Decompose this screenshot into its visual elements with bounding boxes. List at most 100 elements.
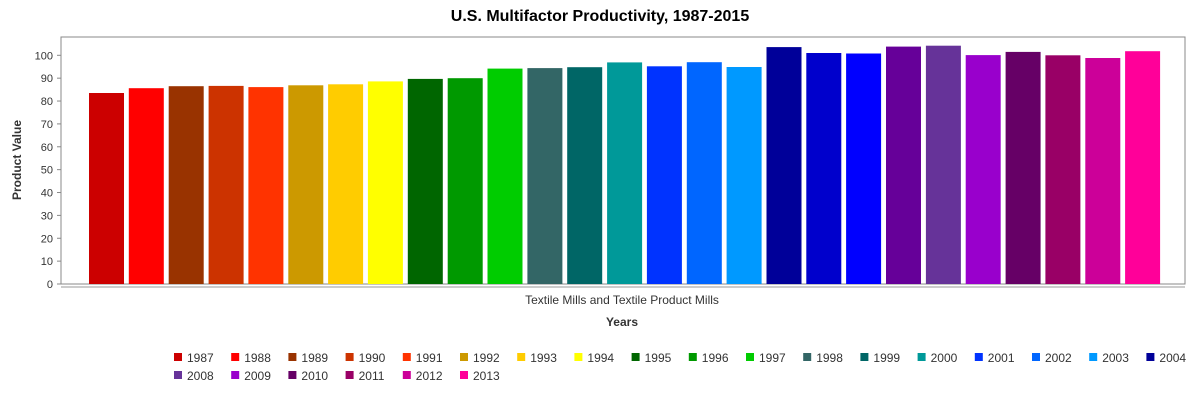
y-tick-label: 70 (41, 119, 53, 131)
legend-label: 2013 (473, 369, 500, 383)
bar-2004 (766, 47, 802, 284)
legend-label: 1996 (702, 351, 729, 365)
bar-2000 (607, 62, 643, 285)
y-tick-label: 30 (41, 210, 53, 222)
bar-2011 (1045, 55, 1081, 284)
legend-item-2003: 2003 (1089, 351, 1129, 365)
legend-swatch (1089, 353, 1098, 361)
legend-label: 1987 (187, 351, 214, 365)
legend-swatch (231, 371, 240, 379)
legend-swatch (974, 353, 983, 361)
legend-swatch (1146, 353, 1155, 361)
legend-swatch (288, 353, 297, 361)
legend-item-1994: 1994 (574, 351, 614, 365)
y-tick-label: 90 (41, 73, 53, 85)
legend-item-2004: 2004 (1146, 351, 1186, 365)
category-label: Textile Mills and Textile Product Mills (525, 293, 719, 307)
legend-swatch (402, 371, 411, 379)
y-axis-title: Product Value (10, 120, 24, 200)
legend-swatch (860, 353, 869, 361)
bar-2006 (846, 53, 882, 284)
legend-item-1987: 1987 (174, 351, 214, 365)
y-tick-label: 60 (41, 142, 53, 154)
legend-item-1998: 1998 (803, 351, 843, 365)
legend-label: 2001 (988, 351, 1015, 365)
legend-item-1989: 1989 (288, 351, 328, 365)
legend-label: 1992 (473, 351, 500, 365)
legend-swatch (345, 353, 354, 361)
legend-item-2011: 2011 (345, 369, 385, 383)
legend-label: 2003 (1102, 351, 1129, 365)
bar-2005 (806, 53, 842, 284)
legend-swatch (631, 353, 640, 361)
legend-item-2002: 2002 (1032, 351, 1072, 365)
legend-swatch (917, 353, 926, 361)
bars (89, 45, 1161, 285)
bar-1997 (487, 68, 523, 284)
bar-2001 (646, 66, 682, 284)
legend-item-2000: 2000 (917, 351, 958, 365)
legend-label: 1999 (873, 351, 900, 365)
legend-item-1990: 1990 (345, 351, 386, 365)
legend-label: 2011 (359, 369, 385, 383)
bar-1988 (128, 88, 164, 284)
legend-swatch (345, 371, 354, 379)
y-tick-label: 40 (41, 188, 53, 200)
y-tick-label: 50 (41, 165, 53, 177)
chart-title: U.S. Multifactor Productivity, 1987-2015 (451, 8, 750, 25)
bar-2012 (1085, 58, 1121, 284)
legend-item-1993: 1993 (517, 351, 557, 365)
legend-label: 2012 (416, 369, 443, 383)
legend: 1987 1988 1989 1990 1991 1992 1993 1994 1995 1996… (174, 351, 1186, 383)
legend-item-1996: 1996 (688, 351, 729, 365)
bar-2013 (1125, 51, 1161, 285)
legend-item-2009: 2009 (231, 369, 271, 383)
legend-label: 1995 (645, 351, 672, 365)
bar-1990 (208, 85, 244, 285)
legend-item-1999: 1999 (860, 351, 900, 365)
legend-swatch (231, 353, 240, 361)
legend-label: 1988 (244, 351, 271, 365)
legend-swatch (574, 353, 583, 361)
bar-1989 (168, 86, 204, 284)
legend-label: 2010 (301, 369, 328, 383)
legend-swatch (803, 353, 812, 361)
y-tick-label: 0 (47, 279, 53, 291)
legend-item-2010: 2010 (288, 369, 328, 383)
legend-label: 2000 (931, 351, 958, 365)
legend-item-1997: 1997 (746, 351, 786, 365)
legend-item-2001: 2001 (974, 351, 1015, 365)
bar-2002 (686, 62, 722, 285)
legend-label: 2004 (1159, 351, 1186, 365)
legend-label: 2008 (187, 369, 214, 383)
legend-swatch (1032, 353, 1040, 361)
legend-item-1992: 1992 (460, 351, 500, 365)
legend-label: 1994 (587, 351, 614, 365)
bar-1994 (367, 81, 403, 285)
legend-swatch (174, 353, 182, 361)
legend-label: 2002 (1045, 351, 1072, 365)
legend-swatch (174, 371, 182, 379)
bar-1995 (407, 78, 443, 285)
legend-label: 2009 (244, 369, 271, 383)
bar-1996 (447, 78, 483, 284)
legend-item-1988: 1988 (231, 351, 271, 365)
legend-item-2012: 2012 (402, 369, 443, 383)
legend-swatch (288, 371, 297, 379)
legend-swatch (460, 371, 468, 379)
legend-label: 1989 (301, 351, 328, 365)
y-tick-label: 20 (41, 233, 53, 245)
x-axis-title: Years (606, 315, 638, 329)
y-tick-label: 80 (41, 96, 53, 108)
bar-2008 (925, 45, 961, 285)
legend-item-1995: 1995 (631, 351, 672, 365)
bar-1991 (248, 87, 284, 284)
bar-2003 (726, 67, 762, 284)
legend-label: 1998 (816, 351, 843, 365)
bar-1992 (288, 85, 324, 284)
bar-1999 (567, 67, 603, 284)
y-axis: 0 10 20 30 40 50 60 70 80 90 100 (35, 50, 61, 291)
legend-label: 1997 (759, 351, 786, 365)
legend-label: 1990 (359, 351, 386, 365)
y-tick-label: 100 (35, 50, 53, 62)
